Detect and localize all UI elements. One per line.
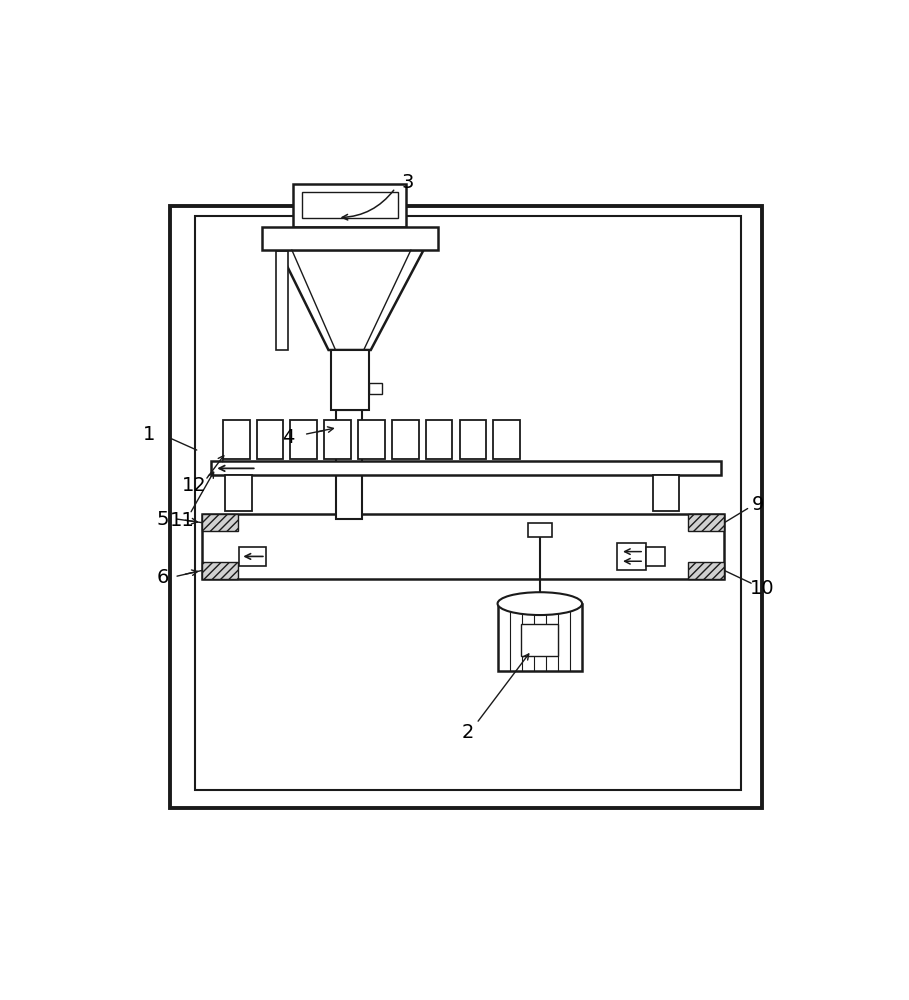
Text: 6: 6	[156, 568, 169, 587]
Bar	[225, 475, 252, 511]
Text: 9: 9	[752, 495, 764, 514]
Bar	[335, 410, 363, 519]
Bar	[645, 547, 665, 566]
Bar	[302, 192, 397, 218]
Bar	[425, 420, 453, 459]
Bar	[202, 562, 238, 579]
Bar	[291, 420, 317, 459]
Bar	[211, 461, 721, 475]
Bar	[460, 420, 486, 459]
Bar	[223, 420, 250, 459]
Bar	[325, 420, 351, 459]
Text: 2: 2	[462, 723, 474, 742]
Bar	[392, 420, 419, 459]
Bar	[202, 514, 724, 579]
Bar	[527, 523, 552, 537]
Text: 5: 5	[156, 510, 169, 529]
Text: 3: 3	[402, 173, 415, 192]
Bar	[202, 514, 238, 531]
Text: 10: 10	[749, 579, 774, 598]
Text: 12: 12	[183, 476, 207, 495]
Bar	[294, 184, 406, 227]
Bar	[688, 514, 724, 531]
Bar	[275, 251, 288, 350]
Bar	[369, 383, 382, 394]
Bar	[358, 420, 385, 459]
Bar	[195, 216, 741, 790]
Bar	[653, 475, 679, 511]
Text: 4: 4	[282, 428, 295, 447]
Polygon shape	[279, 250, 424, 350]
Bar	[256, 420, 284, 459]
Ellipse shape	[497, 592, 582, 615]
Bar	[239, 547, 265, 566]
Bar	[170, 206, 762, 808]
Bar	[497, 604, 582, 671]
Text: 11: 11	[170, 511, 195, 530]
Bar	[617, 543, 645, 570]
Bar	[521, 624, 558, 656]
Text: 1: 1	[143, 425, 155, 444]
Bar	[262, 227, 437, 250]
Bar	[331, 350, 369, 410]
Bar	[688, 562, 724, 579]
Bar	[494, 420, 520, 459]
